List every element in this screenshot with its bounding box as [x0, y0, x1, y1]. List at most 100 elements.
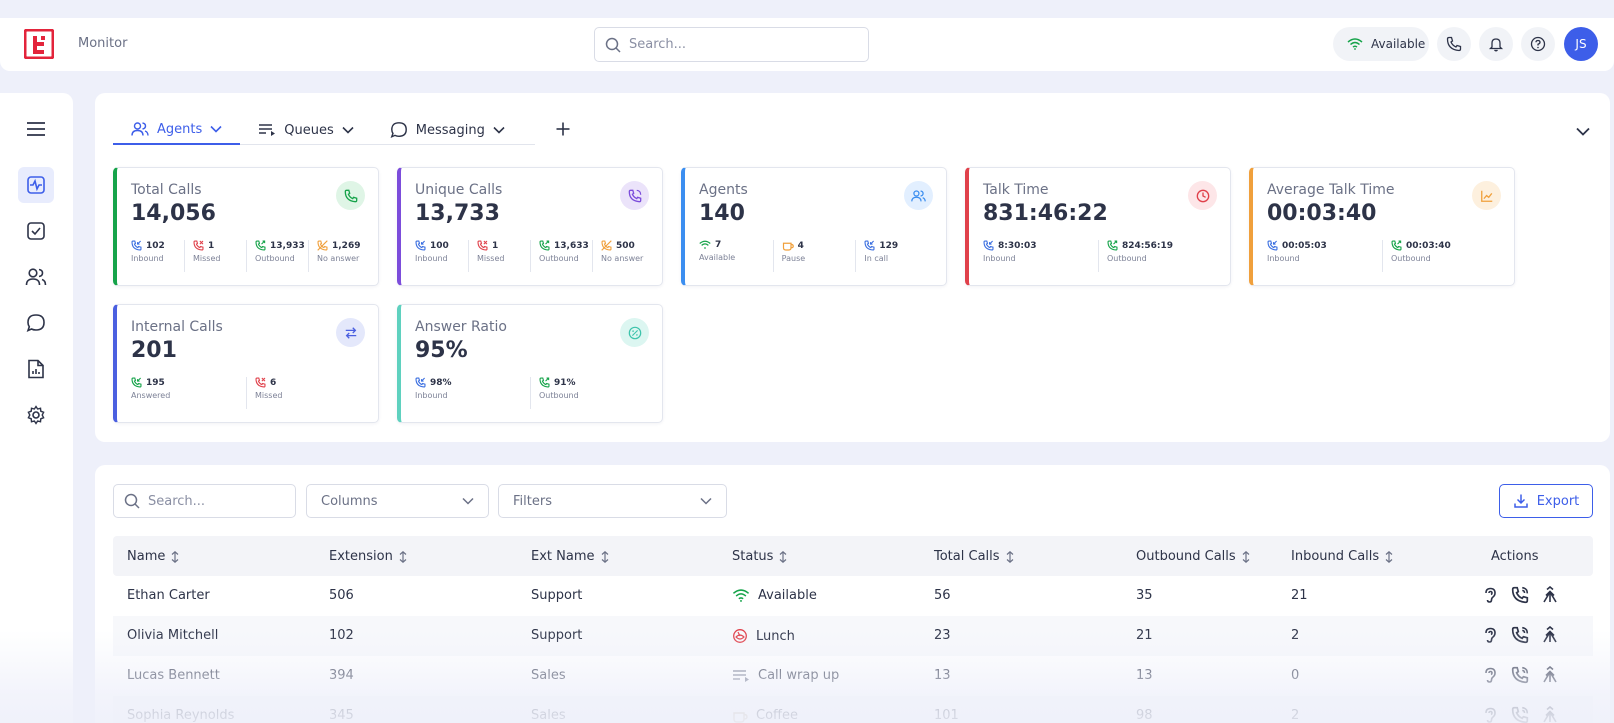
stat-value: 195 — [146, 377, 165, 388]
card-internal-calls[interactable]: Internal Calls 201 195 Answered 6 Missed — [113, 304, 379, 423]
column-header-name[interactable]: Name — [127, 549, 179, 564]
app-logo[interactable] — [23, 28, 55, 60]
users-icon — [131, 122, 149, 136]
card-title: Internal Calls — [131, 319, 223, 335]
listen-icon[interactable] — [1481, 586, 1499, 604]
card-average-talk-time[interactable]: Average Talk Time 00:03:40 00:05:03 Inbo… — [1249, 167, 1515, 286]
gear-icon — [27, 405, 45, 425]
stat-label: Missed — [477, 254, 505, 263]
status-label: Lunch — [756, 628, 795, 644]
sidebar-item-monitor[interactable] — [18, 167, 54, 203]
sidebar-item-reports[interactable] — [18, 351, 54, 387]
tab-queues[interactable]: Queues — [240, 115, 371, 145]
export-button[interactable]: Export — [1499, 484, 1593, 518]
stat-value: 4 — [797, 240, 804, 251]
columns-dropdown[interactable]: Columns — [306, 484, 489, 518]
search-input[interactable]: Search... — [629, 37, 687, 52]
card-talk-time[interactable]: Talk Time 831:46:22 8:30:03 Inbound 824:… — [965, 167, 1231, 286]
cell-extension: 345 — [329, 708, 354, 723]
stat-value: 00:05:03 — [1282, 240, 1327, 251]
sidebar-item-messaging[interactable] — [18, 305, 54, 341]
agents-table-panel: Search... Columns Filters Export Name Ex… — [95, 465, 1610, 723]
call-icon[interactable] — [1511, 626, 1529, 644]
listen-icon[interactable] — [1481, 626, 1499, 644]
incoming-call-icon — [415, 240, 426, 251]
card-unique-calls[interactable]: Unique Calls 13,733 100 Inbound 1 Missed… — [397, 167, 663, 286]
listen-icon[interactable] — [1481, 706, 1499, 723]
tab-agents[interactable]: Agents — [113, 115, 241, 145]
call-icon[interactable] — [1511, 706, 1529, 723]
lunch-icon — [733, 629, 747, 643]
notifications-button[interactable] — [1479, 27, 1513, 61]
help-button[interactable] — [1521, 27, 1555, 61]
card-title: Average Talk Time — [1267, 182, 1395, 198]
phone-button[interactable] — [1437, 27, 1471, 61]
stat-label: Inbound — [983, 254, 1016, 263]
percent-icon — [620, 318, 649, 347]
table-search-input[interactable]: Search... — [148, 493, 206, 509]
filters-dropdown[interactable]: Filters — [498, 484, 727, 518]
call-icon[interactable] — [1511, 666, 1529, 684]
table-row[interactable]: Olivia Mitchell 102 Support Lunch 23 21 … — [113, 616, 1593, 656]
tab-messaging[interactable]: Messaging — [372, 115, 523, 145]
barge-icon[interactable] — [1541, 626, 1559, 644]
columns-label: Columns — [321, 493, 378, 509]
column-header-status[interactable]: Status — [732, 549, 787, 564]
cell-ext-name: Support — [531, 588, 583, 603]
card-stats: 102 Inbound 1 Missed 13,933 Outbound 1,2… — [131, 240, 370, 272]
cell-name: Lucas Bennett — [127, 668, 220, 683]
listen-icon[interactable] — [1481, 666, 1499, 684]
column-header-extension[interactable]: Extension — [329, 549, 407, 564]
card-value: 95% — [415, 338, 468, 363]
stat-inbound: 8:30:03 Inbound — [983, 240, 1098, 272]
checkbox-icon — [27, 222, 45, 240]
card-stats: 00:05:03 Inbound 00:03:40 Outbound — [1267, 240, 1506, 272]
card-stats: 8:30:03 Inbound 824:56:19 Outbound — [983, 240, 1222, 272]
column-header-outbound-calls[interactable]: Outbound Calls — [1136, 549, 1250, 564]
card-stats: 195 Answered 6 Missed — [131, 377, 370, 409]
barge-icon[interactable] — [1541, 666, 1559, 684]
stat-label: Pause — [781, 254, 806, 263]
availability-status[interactable]: Available — [1333, 27, 1429, 61]
sidebar-item-settings[interactable] — [18, 397, 54, 433]
column-header-inbound-calls[interactable]: Inbound Calls — [1291, 549, 1393, 564]
stat-missed: 1 Missed — [184, 240, 246, 272]
call-icon[interactable] — [1511, 586, 1529, 604]
global-search[interactable]: Search... — [594, 27, 869, 62]
sidebar-menu-toggle[interactable] — [18, 111, 54, 147]
card-title: Talk Time — [983, 182, 1049, 198]
stat-outbound: 13,933 Outbound — [246, 240, 308, 272]
outgoing-call-icon — [539, 240, 550, 251]
tab-queues-label: Queues — [284, 122, 334, 138]
stat-inbound: 00:05:03 Inbound — [1267, 240, 1382, 272]
chevron-down-icon — [210, 125, 222, 133]
cell-status: Coffee — [732, 708, 798, 723]
stat-value: 13,933 — [270, 240, 305, 251]
stat-label: No answer — [317, 254, 360, 263]
add-tab-button[interactable] — [555, 121, 571, 141]
sort-icon — [171, 550, 179, 563]
stat-label: Outbound — [1107, 254, 1147, 263]
card-answer-ratio[interactable]: Answer Ratio 95% 98% Inbound 91% Outboun… — [397, 304, 663, 423]
cell-inbound-calls: 21 — [1291, 588, 1308, 603]
stat-value: 8:30:03 — [998, 240, 1037, 251]
card-total-calls[interactable]: Total Calls 14,056 102 Inbound 1 Missed … — [113, 167, 379, 286]
table-search[interactable]: Search... — [113, 484, 296, 518]
stat-outbound: 13,633 Outbound — [530, 240, 592, 272]
table-row[interactable]: Lucas Bennett 394 Sales Call wrap up 13 … — [113, 656, 1593, 696]
table-row[interactable]: Sophia Reynolds 345 Sales Coffee 101 98 … — [113, 696, 1593, 723]
collapse-panel-button[interactable] — [1576, 121, 1590, 140]
card-stats: 7 Available 4 Pause 129 In call — [699, 240, 938, 272]
barge-icon[interactable] — [1541, 706, 1559, 723]
table-row[interactable]: Ethan Carter 506 Support Available 56 35… — [113, 576, 1593, 616]
sidebar-item-tasks[interactable] — [18, 213, 54, 249]
row-actions — [1481, 706, 1559, 723]
barge-icon[interactable] — [1541, 586, 1559, 604]
outgoing-call-icon — [1107, 240, 1118, 251]
avatar[interactable]: JS — [1564, 27, 1598, 61]
column-header-total-calls[interactable]: Total Calls — [934, 549, 1014, 564]
column-header-ext-name[interactable]: Ext Name — [531, 549, 609, 564]
sidebar-item-users[interactable] — [18, 259, 54, 295]
page-title: Monitor — [78, 36, 128, 51]
card-agents[interactable]: Agents 140 7 Available 4 Pause 129 In ca… — [681, 167, 947, 286]
